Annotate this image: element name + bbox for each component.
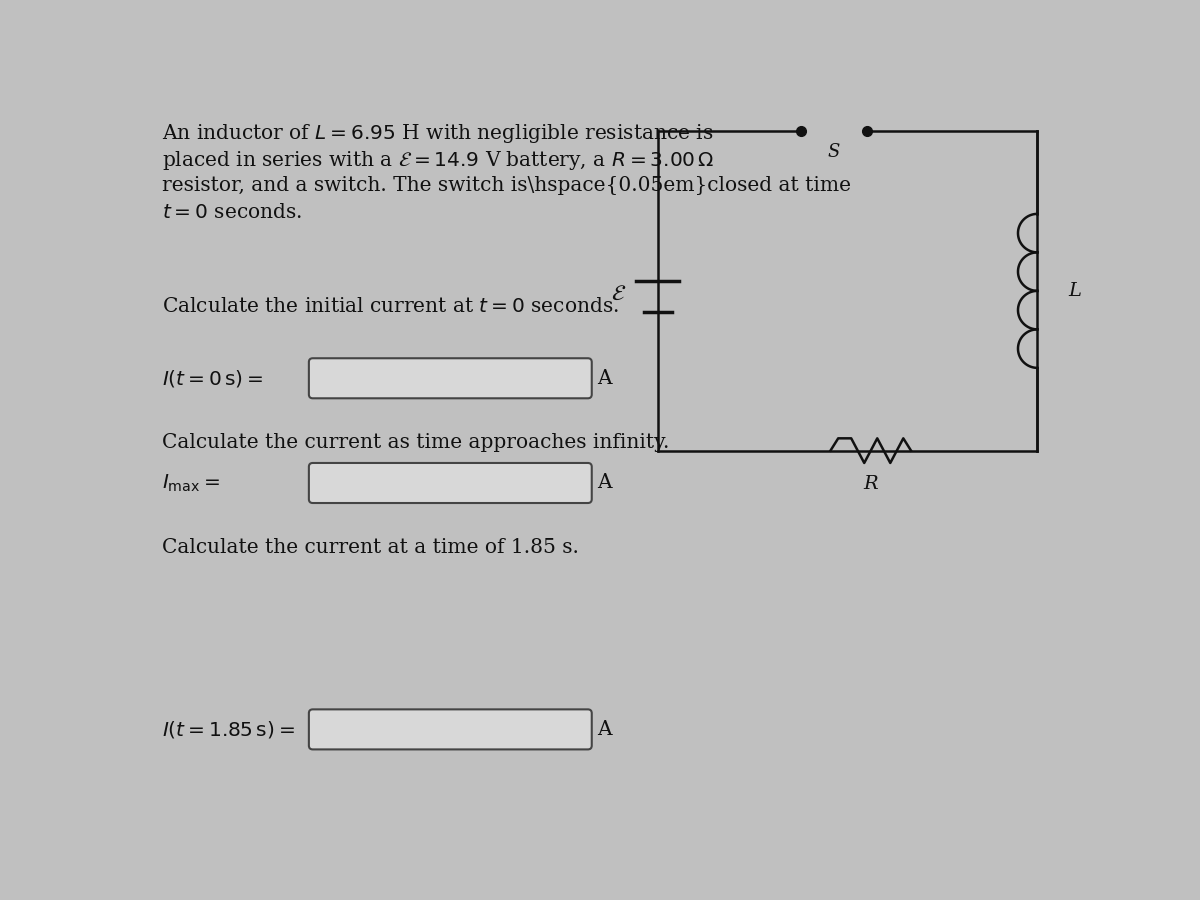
Text: R: R: [864, 475, 878, 493]
Text: Calculate the current at a time of 1.85 s.: Calculate the current at a time of 1.85 …: [162, 537, 578, 557]
Text: An inductor of $L = 6.95$ H with negligible resistance is: An inductor of $L = 6.95$ H with negligi…: [162, 122, 713, 145]
FancyBboxPatch shape: [308, 358, 592, 399]
Text: S: S: [828, 143, 840, 161]
Text: L: L: [1068, 282, 1081, 300]
FancyBboxPatch shape: [308, 463, 592, 503]
Text: $I(t = 1.85\,\mathrm{s}) =$: $I(t = 1.85\,\mathrm{s}) =$: [162, 719, 294, 740]
Text: $t = 0$ seconds.: $t = 0$ seconds.: [162, 202, 301, 221]
Text: A: A: [598, 473, 612, 492]
Text: $I_\mathrm{max} =$: $I_\mathrm{max} =$: [162, 472, 220, 493]
Text: placed in series with a $\mathcal{E} = 14.9$ V battery, a $R = 3.00\,\Omega$: placed in series with a $\mathcal{E} = 1…: [162, 148, 714, 172]
Text: A: A: [598, 720, 612, 739]
Text: resistor, and a switch. The switch is\hspace{0.05em}closed at time: resistor, and a switch. The switch is\hs…: [162, 176, 851, 194]
Text: A: A: [598, 369, 612, 388]
FancyBboxPatch shape: [308, 709, 592, 750]
Text: $I(t = 0\,\mathrm{s}) =$: $I(t = 0\,\mathrm{s}) =$: [162, 368, 263, 389]
Text: Calculate the current as time approaches infinity.: Calculate the current as time approaches…: [162, 433, 670, 452]
Text: Calculate the initial current at $t = 0$ seconds.: Calculate the initial current at $t = 0$…: [162, 297, 618, 316]
Text: $\mathcal{E}$: $\mathcal{E}$: [611, 284, 626, 305]
